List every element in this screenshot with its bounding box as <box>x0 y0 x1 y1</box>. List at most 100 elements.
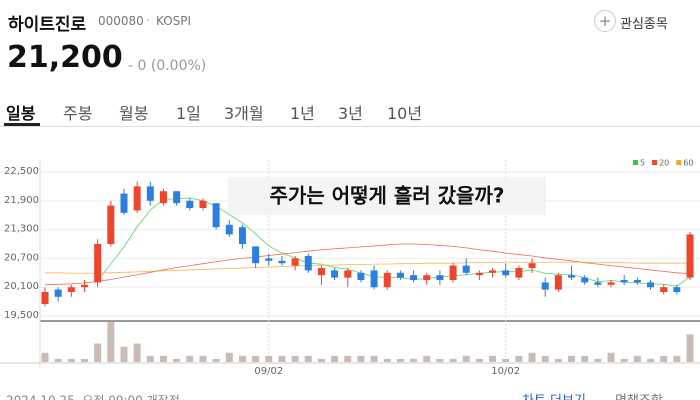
more-link: 차트 더보기 <box>522 394 586 400</box>
candle-body <box>660 287 668 292</box>
volume-bar <box>252 355 260 362</box>
volume-bar <box>146 355 154 362</box>
tab[interactable]: 주봉 <box>63 104 93 123</box>
candle-body <box>489 270 497 273</box>
candle-body <box>120 193 128 213</box>
volume-bar <box>568 355 576 362</box>
volume-bar <box>515 355 523 362</box>
tab-underline <box>4 123 40 126</box>
disclaimer-link: 면책조항 <box>615 394 663 400</box>
candle-body <box>515 268 523 278</box>
candle-body <box>344 270 352 278</box>
volume-bar <box>647 358 655 362</box>
volume-bar <box>436 358 444 362</box>
volume-bar <box>686 334 694 362</box>
y-tick-label: 21,300 <box>4 224 39 235</box>
volume-bar <box>212 358 220 362</box>
volume-bar <box>370 355 378 362</box>
volume-bar <box>357 355 365 362</box>
y-tick-label: 21,900 <box>4 195 39 206</box>
volume-bar <box>94 343 102 362</box>
volume-bar <box>620 358 628 362</box>
candle-body <box>291 258 299 266</box>
tab[interactable]: 1일 <box>176 104 201 123</box>
volume-bar <box>489 355 497 362</box>
ma-line <box>45 261 690 274</box>
candle-body <box>423 275 431 280</box>
annotation: 주가는 어떻게 흘러 갔을까? <box>270 184 505 208</box>
candle-body <box>436 275 444 280</box>
volume-bar <box>159 355 167 362</box>
tab[interactable]: 1년 <box>290 104 315 123</box>
volume-bar <box>660 355 668 362</box>
tab[interactable]: 월봉 <box>119 104 149 123</box>
candle-body <box>594 282 602 285</box>
watch-icon[interactable]: + <box>594 10 616 32</box>
y-tick-label: 20,100 <box>4 281 39 292</box>
candle-body <box>475 272 483 276</box>
volume-bar <box>265 355 273 362</box>
tab[interactable]: 10년 <box>387 104 423 123</box>
header: 하이트진로 000080 · KOSPI 21,200 - 0 (0.00%) … <box>0 0 700 130</box>
candle-body <box>199 200 207 208</box>
candle-body <box>568 275 576 278</box>
volume-bar <box>304 355 312 362</box>
volume-bar <box>633 355 641 362</box>
candle-body <box>502 270 510 276</box>
volume-bar <box>238 355 246 362</box>
candle-body <box>186 200 194 208</box>
watch-button[interactable]: 관심종목 <box>620 17 668 32</box>
separator: · <box>146 13 150 27</box>
volume-bar <box>133 343 141 362</box>
tab[interactable]: 3년 <box>338 104 363 123</box>
candle-body <box>647 282 655 288</box>
candle-body <box>54 289 62 297</box>
volume-bar <box>107 322 115 362</box>
candle-body <box>304 256 312 271</box>
candle-body <box>607 282 615 285</box>
candle-body <box>41 292 49 304</box>
volume-bar <box>607 352 615 362</box>
candle-body <box>94 244 102 283</box>
candle-body <box>673 287 681 292</box>
y-tick-label: 19,500 <box>4 310 39 321</box>
ma-line <box>97 197 691 287</box>
legend-label: 5 <box>640 159 645 168</box>
legend-swatch <box>633 160 638 165</box>
volume-bar <box>396 358 404 362</box>
annotation-box <box>228 177 546 215</box>
candle-body <box>357 272 365 280</box>
legend-swatch <box>676 160 682 165</box>
volume-bar <box>173 358 181 362</box>
volume-bar <box>199 355 207 362</box>
candle-body <box>620 280 628 283</box>
volume-bar <box>120 346 128 362</box>
stock-name: 하이트진로 <box>8 15 87 35</box>
candle-body <box>212 203 220 228</box>
volume-bar <box>41 352 49 362</box>
legend-label: 20 <box>659 159 669 168</box>
candle-body <box>107 205 115 244</box>
volume-bar <box>383 358 391 362</box>
volume-bar <box>423 355 431 362</box>
candle-body <box>396 272 404 278</box>
price: 21,200 <box>7 40 123 75</box>
volume-bar <box>80 358 88 362</box>
footer-date: 2024.10.25. 오전 09:00 개장전 <box>6 394 180 400</box>
divider <box>0 126 700 127</box>
candle-body <box>383 272 391 288</box>
legend-swatch <box>652 160 658 165</box>
candle-body <box>133 186 141 211</box>
candle-body <box>541 282 549 290</box>
candle-body <box>252 246 260 264</box>
volume-bar <box>581 355 589 362</box>
volume-bar <box>410 358 418 362</box>
tab[interactable]: 일봉 <box>6 104 36 123</box>
candle-body <box>449 265 457 280</box>
volume-bar <box>317 358 325 362</box>
tab[interactable]: 3개월 <box>224 104 264 123</box>
stock-code: 000080 <box>98 14 144 28</box>
market: KOSPI <box>156 14 192 28</box>
volume-bar <box>449 358 457 362</box>
candle-body <box>278 260 286 264</box>
